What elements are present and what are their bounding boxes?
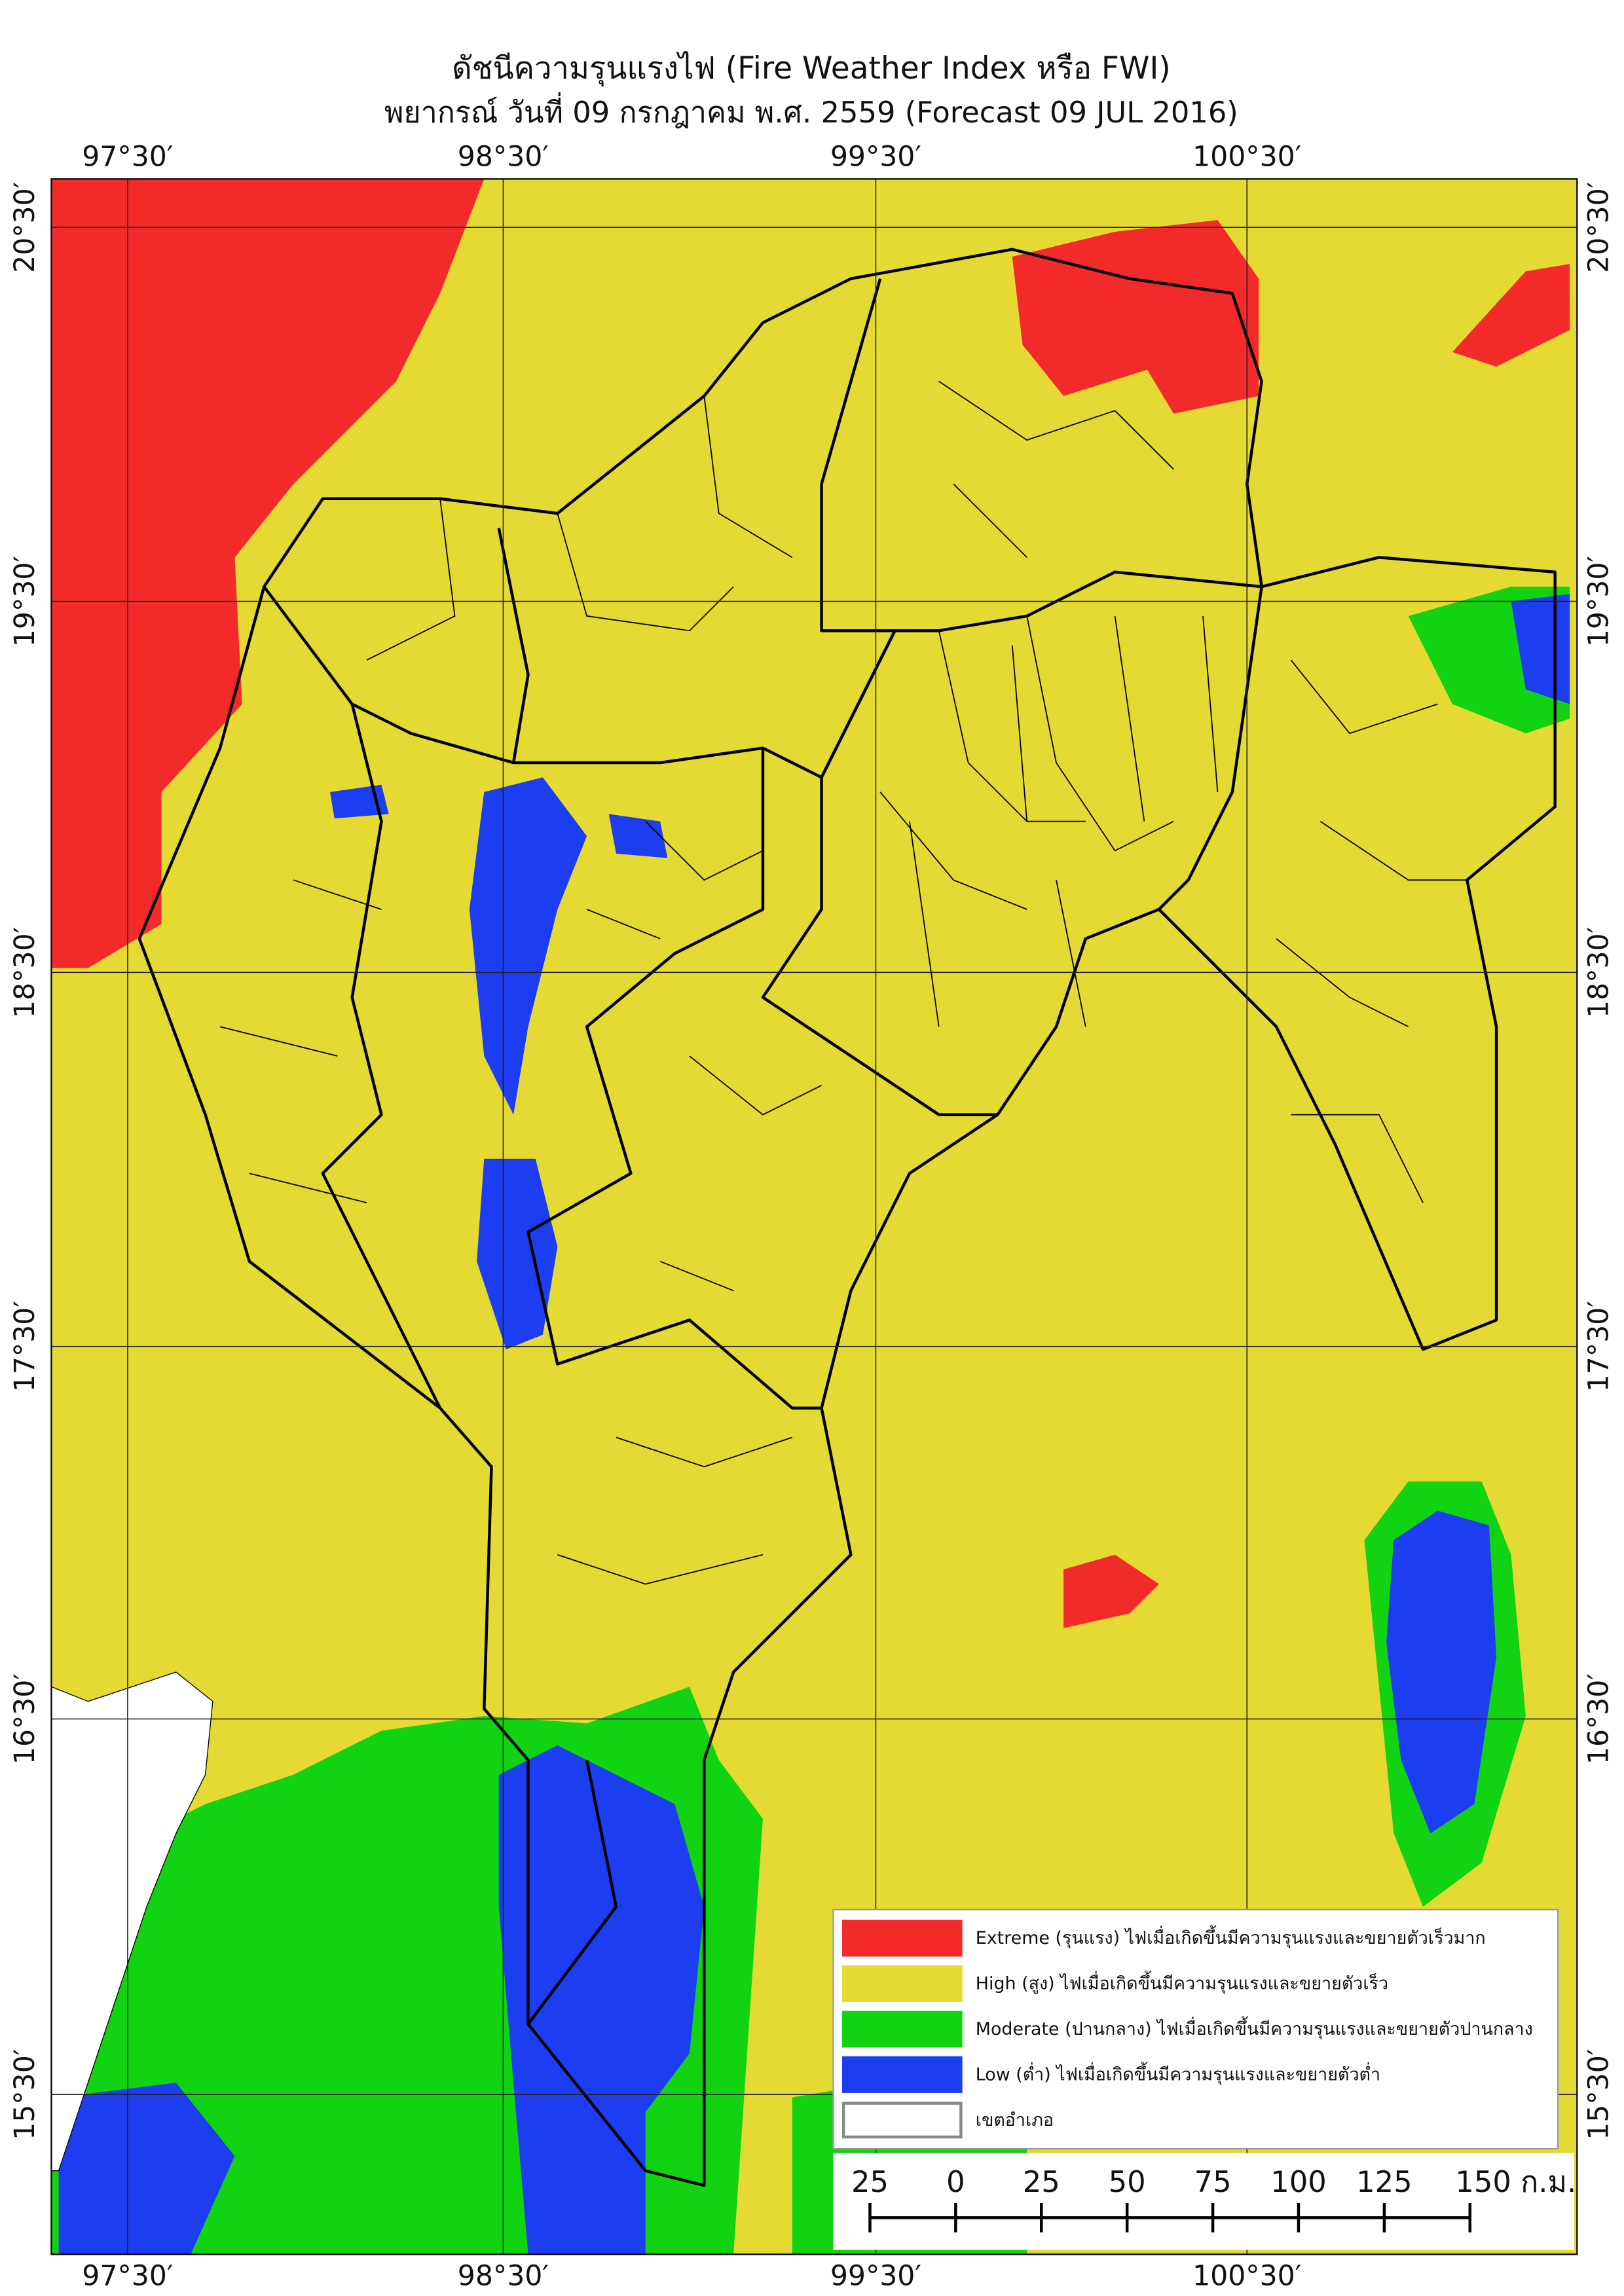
longitude-label-top: 100°30′: [1192, 140, 1301, 173]
latitude-label-left: 15°30′: [9, 2049, 41, 2140]
scale-label: 50: [1109, 2164, 1146, 2199]
legend: Extreme (รุนแรง) ไฟเมื่อเกิดขึ้นมีความรุ…: [832, 1908, 1559, 2150]
province-boundary: [820, 278, 895, 632]
extreme-area: [1452, 264, 1570, 367]
latitude-label-right: 16°30′: [1583, 1673, 1615, 1764]
latitude-label-right: 15°30′: [1583, 2049, 1615, 2140]
sea-coast: [50, 1671, 213, 2172]
low-area: [498, 1745, 705, 2255]
map-area: [50, 179, 1578, 2255]
legend-swatch: [841, 1920, 963, 1957]
latitude-label-right: 19°30′: [1583, 556, 1615, 647]
legend-swatch: [841, 2056, 963, 2093]
scale-box: [833, 2153, 1574, 2250]
legend-label: เขตอำเภอ: [976, 2110, 1054, 2130]
province-boundary: [761, 630, 998, 1116]
latitude-label-left: 19°30′: [9, 556, 41, 647]
low-area: [58, 2083, 235, 2255]
legend-swatch: [841, 1965, 963, 2003]
province-boundary: [526, 1759, 618, 2025]
latitude-label-left: 20°30′: [9, 182, 41, 273]
scale-label: 150 ก.ม.: [1455, 2164, 1576, 2199]
longitude-label-top: 98°30′: [458, 140, 549, 173]
longitude-label-bottom: 100°30′: [1192, 2260, 1301, 2293]
latitude-label-right: 20°30′: [1583, 182, 1615, 273]
scale-label: 125: [1356, 2164, 1412, 2199]
legend-swatch: [841, 2011, 963, 2048]
longitude-label-bottom: 97°30′: [82, 2260, 173, 2293]
latitude-label-right: 17°30′: [1583, 1301, 1615, 1392]
legend-label: High (สูง) ไฟเมื่อเกิดขึ้นมีความรุนแรงแล…: [976, 1971, 1388, 1994]
legend-label: Extreme (รุนแรง) ไฟเมื่อเกิดขึ้นมีความรุ…: [976, 1925, 1486, 1948]
subtitle: พยากรณ์ วันที่ 09 กรกฎาคม พ.ศ. 2559 (For…: [384, 92, 1238, 130]
district-lines: [219, 380, 1467, 1585]
scale-label: 0: [946, 2164, 965, 2199]
province-boundary: [497, 528, 530, 763]
low-area: [477, 1158, 558, 1350]
scale-bar: 25 0 25 50 75 100 125 150 ก.ม.: [833, 2153, 1576, 2250]
longitude-label-top: 99°30′: [830, 140, 921, 173]
scale-label: 25: [1023, 2164, 1060, 2199]
extreme-area: [1012, 220, 1259, 414]
legend-label: Low (ต่ำ) ไฟเมื่อเกิดขึ้นมีความรุนแรงและ…: [976, 2062, 1380, 2085]
low-area: [469, 777, 587, 1115]
longitude-label-top: 97°30′: [82, 140, 173, 173]
province-boundary: [321, 703, 442, 1409]
longitude-label-bottom: 98°30′: [458, 2260, 549, 2293]
latitude-label-left: 18°30′: [9, 927, 41, 1018]
latitude-label-left: 16°30′: [9, 1673, 41, 1764]
latitude-label-left: 17°30′: [9, 1301, 41, 1392]
province-boundary: [526, 748, 822, 1410]
scale-label: 25: [851, 2164, 889, 2199]
graticule: [50, 178, 1578, 2255]
map-frame: [50, 178, 1578, 2255]
low-area: [1386, 1510, 1497, 1834]
low-area: [608, 814, 668, 858]
latitude-label-right: 18°30′: [1583, 927, 1615, 1018]
district-boundary: [138, 247, 1557, 2187]
legend-label: Moderate (ปานกลาง) ไฟเมื่อเกิดขึ้นมีความ…: [976, 2016, 1533, 2039]
title: ดัชนีความรุนแรงไฟ (Fire Weather Index หร…: [452, 50, 1171, 87]
scale-label: 75: [1194, 2164, 1232, 2199]
longitude-label-bottom: 99°30′: [830, 2260, 921, 2293]
extreme-area: [51, 179, 485, 968]
scale-label: 100: [1270, 2164, 1327, 2199]
legend-swatch: [841, 2102, 963, 2139]
extreme-area: [1063, 1554, 1159, 1628]
